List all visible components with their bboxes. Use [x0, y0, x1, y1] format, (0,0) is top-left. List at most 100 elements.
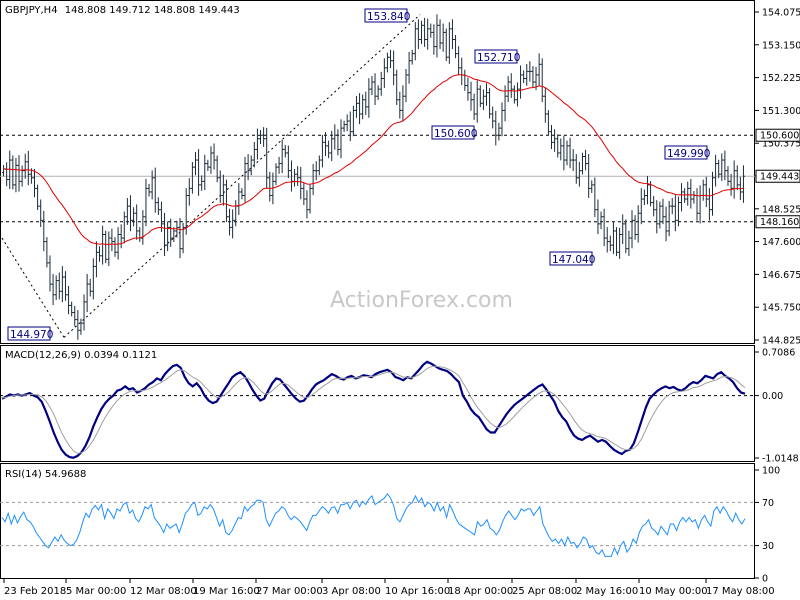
rsi-tick-label: 70: [762, 498, 774, 509]
ohlc-bar: [302, 182, 306, 206]
price-panel-title: GBPJPY,H4 148.808 149.712 148.808 149.44…: [5, 5, 240, 16]
ohlc-bar: [351, 105, 355, 137]
ohlc-bar: [661, 198, 665, 225]
ohlc-bar: [407, 51, 411, 84]
annotation-label-147.040: 147.040: [552, 254, 595, 266]
ohlc-bar: [296, 166, 300, 186]
ohlc-bar: [723, 150, 727, 181]
trendline-up: [63, 14, 421, 338]
macd-line: [1, 360, 746, 459]
ohlc-bar: [450, 19, 455, 49]
ohlc-bar: [627, 230, 631, 257]
ohlc-bar: [710, 171, 715, 216]
level-axis-label-148.160: 148.160: [760, 217, 799, 228]
ohlc-bar: [135, 204, 139, 240]
ohlc-bar: [618, 227, 622, 259]
ohlc-bar: [559, 138, 563, 161]
x-tick-label: 19 Mar 16:00: [193, 586, 260, 597]
ohlc-bar: [683, 188, 687, 203]
annotation-box-147.040: [549, 251, 593, 266]
ohlc-bar: [580, 152, 585, 175]
ohlc-bar: [630, 210, 634, 249]
ohlc-bar: [181, 222, 185, 254]
ohlc-bar: [268, 171, 272, 202]
ohlc-bar: [441, 23, 445, 52]
ohlc-bar: [701, 179, 705, 201]
ohlc-bar: [39, 199, 43, 227]
price-tick-label: 145.750: [762, 303, 800, 314]
ohlc-bar: [85, 273, 89, 313]
macd-tick-label: -1.0148: [762, 454, 799, 465]
ohlc-bar: [426, 18, 430, 50]
price-panel-frame: [0, 0, 755, 344]
ohlc-bar: [320, 134, 325, 168]
x-tick-label: 23 Feb 2018: [4, 586, 66, 597]
ohlc-bar: [639, 188, 643, 225]
ohlc-bar: [119, 224, 123, 249]
rsi-layer: [0, 492, 755, 557]
ohlc-bar: [673, 195, 677, 232]
ohlc-bar: [209, 146, 213, 174]
rsi-tick-label: 100: [762, 466, 780, 477]
ohlc-bar: [317, 155, 321, 176]
ohlc-bar: [246, 154, 250, 181]
ohlc-bar: [444, 28, 448, 62]
ohlc-bar: [453, 34, 458, 59]
ohlc-bar: [187, 178, 191, 206]
ohlc-bar: [686, 181, 690, 206]
ohlc-bar: [534, 66, 538, 91]
ohlc-bar: [357, 93, 362, 125]
ohlc-bar: [190, 161, 194, 194]
ohlc-bar: [323, 132, 328, 157]
ohlc-bar: [707, 188, 711, 221]
ohlc-bar: [398, 91, 402, 119]
ohlc-bar: [162, 212, 167, 257]
ohlc-bar: [144, 178, 148, 227]
ohlc-bar: [361, 94, 365, 120]
ohlc-bar: [676, 196, 681, 227]
ohlc-bar: [184, 188, 188, 235]
ohlc-bar: [729, 173, 733, 196]
ohlc-bar: [218, 170, 222, 203]
ohlc-bar: [153, 167, 157, 213]
ohlc-bar: [32, 168, 37, 198]
ohlc-bar: [231, 209, 235, 239]
ohlc-bar: [221, 174, 225, 206]
x-tick-label: 2 May 16:00: [576, 586, 638, 597]
ohlc-bar: [166, 221, 170, 252]
ohlc-bar: [289, 160, 294, 192]
ohlc-bar: [212, 143, 216, 170]
ohlc-bar: [206, 159, 210, 171]
ohlc-bar: [227, 208, 232, 236]
ohlc-bar: [280, 139, 284, 174]
annotation-label-144.970: 144.970: [10, 329, 53, 341]
x-tick-label: 10 Apr 16:00: [385, 586, 450, 597]
symbol-label: GBPJPY,H4: [5, 5, 58, 16]
ohlc-bar: [169, 218, 173, 247]
ohlc-bar: [385, 52, 390, 73]
price-tick-label: 144.825: [762, 336, 800, 347]
macd-signal-line: [1, 365, 746, 454]
ohlc-bar: [73, 305, 77, 327]
ohlc-bar: [17, 155, 21, 192]
ohlc-bar: [314, 161, 318, 181]
ohlc-bar: [549, 125, 554, 149]
ohlc-bar: [667, 200, 671, 237]
ohlc-bar: [419, 20, 424, 45]
ohlc-bar: [292, 168, 297, 187]
ohlc-bar: [392, 50, 396, 86]
x-tick-label: 10 May 00:00: [639, 586, 708, 597]
ohlc-bar: [370, 76, 374, 96]
ohlc-bar: [172, 227, 176, 242]
x-tick-label: 17 May 08:00: [706, 586, 775, 597]
ohlc-bar: [506, 76, 510, 103]
ohlc-bar: [258, 129, 263, 145]
ohlc-bar: [57, 272, 61, 300]
ohlc-bar: [29, 168, 34, 184]
annotation-label-153.840: 153.840: [367, 11, 410, 23]
ohlc-bar: [237, 183, 241, 215]
ohlc-bar: [234, 200, 238, 227]
ohlc-bar: [224, 179, 229, 223]
level-axis-box-148.160: [755, 215, 800, 229]
ohlc-bar: [726, 166, 730, 186]
